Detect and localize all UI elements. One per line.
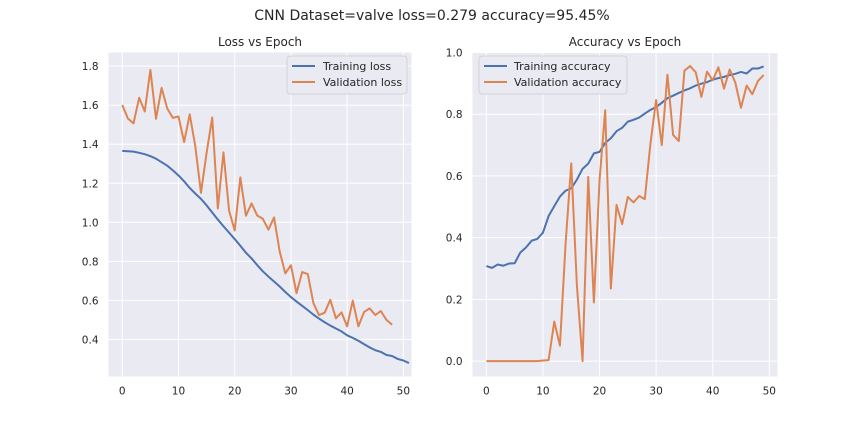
loss-xtick-label: 40 <box>340 386 353 398</box>
loss-ytick-label: 1.2 <box>82 178 99 190</box>
accuracy-ytick-label: 0.6 <box>446 171 463 183</box>
loss-grid <box>108 52 412 377</box>
accuracy-chart-title: Accuracy vs Epoch <box>569 35 682 49</box>
validation-loss-line <box>121 68 393 328</box>
loss-ytick-label: 0.6 <box>82 295 99 307</box>
training-loss-line <box>122 149 410 364</box>
loss-ytick-label: 1.8 <box>82 61 99 73</box>
accuracy-xtick-label: 0 <box>483 386 490 398</box>
loss-chart-title: Loss vs Epoch <box>218 35 302 49</box>
training-loss-legend-label: Training loss <box>322 60 391 73</box>
accuracy-ytick-label: 1.0 <box>446 48 463 60</box>
figure-suptitle: CNN Dataset=valve loss=0.279 accuracy=95… <box>254 8 609 24</box>
validation-accuracy-legend-label: Validation accuracy <box>514 76 622 89</box>
validation-accuracy-line <box>486 65 765 363</box>
accuracy-legend: Training accuracy Validation accuracy <box>478 55 628 95</box>
loss-xtick-label: 20 <box>228 386 241 398</box>
validation-loss-legend-label: Validation loss <box>323 76 402 89</box>
accuracy-xtick-label: 40 <box>706 386 719 398</box>
accuracy-xtick-label: 30 <box>649 386 662 398</box>
loss-ytick-label: 1.4 <box>82 139 99 151</box>
loss-xtick-label: 0 <box>119 386 126 398</box>
training-accuracy-line <box>486 65 764 269</box>
loss-chart-axes: 0 10 20 30 40 50 0.4 0.6 0.8 1.0 1.2 1.4 1.6 1.8 Loss… <box>82 35 412 398</box>
accuracy-ytick-label: 0.4 <box>446 233 463 245</box>
loss-ytick-label: 0.4 <box>82 334 99 346</box>
accuracy-lines <box>486 65 765 363</box>
loss-xtick-label: 30 <box>284 386 297 398</box>
accuracy-ytick-label: 0.8 <box>446 109 463 121</box>
loss-xtick-label: 50 <box>397 386 410 398</box>
loss-lines <box>121 68 410 364</box>
accuracy-ytick-label: 0.2 <box>446 294 463 306</box>
loss-legend-box <box>286 55 408 95</box>
accuracy-chart-axes: 0 10 20 30 40 50 0.0 0.2 0.4 0.6 0.8 1.0 Accuracy v… <box>446 35 778 398</box>
accuracy-xtick-label: 20 <box>593 386 606 398</box>
accuracy-xtick-label: 10 <box>536 386 549 398</box>
loss-ytick-label: 0.8 <box>82 256 99 268</box>
loss-ytick-label: 1.0 <box>82 217 99 229</box>
loss-legend: Training loss Validation loss <box>286 55 408 95</box>
accuracy-ytick-label: 0.0 <box>446 356 463 368</box>
accuracy-legend-box <box>478 55 628 95</box>
loss-ytick-label: 1.6 <box>82 100 99 112</box>
loss-tick-labels: 0 10 20 30 40 50 0.4 0.6 0.8 1.0 1.2 1.4 1.6 1.8 <box>82 61 410 397</box>
training-accuracy-legend-label: Training accuracy <box>513 60 611 73</box>
loss-xtick-label: 10 <box>172 386 185 398</box>
accuracy-tick-labels: 0 10 20 30 40 50 0.0 0.2 0.4 0.6 0.8 1.0 <box>446 48 776 398</box>
accuracy-xtick-label: 50 <box>763 386 776 398</box>
